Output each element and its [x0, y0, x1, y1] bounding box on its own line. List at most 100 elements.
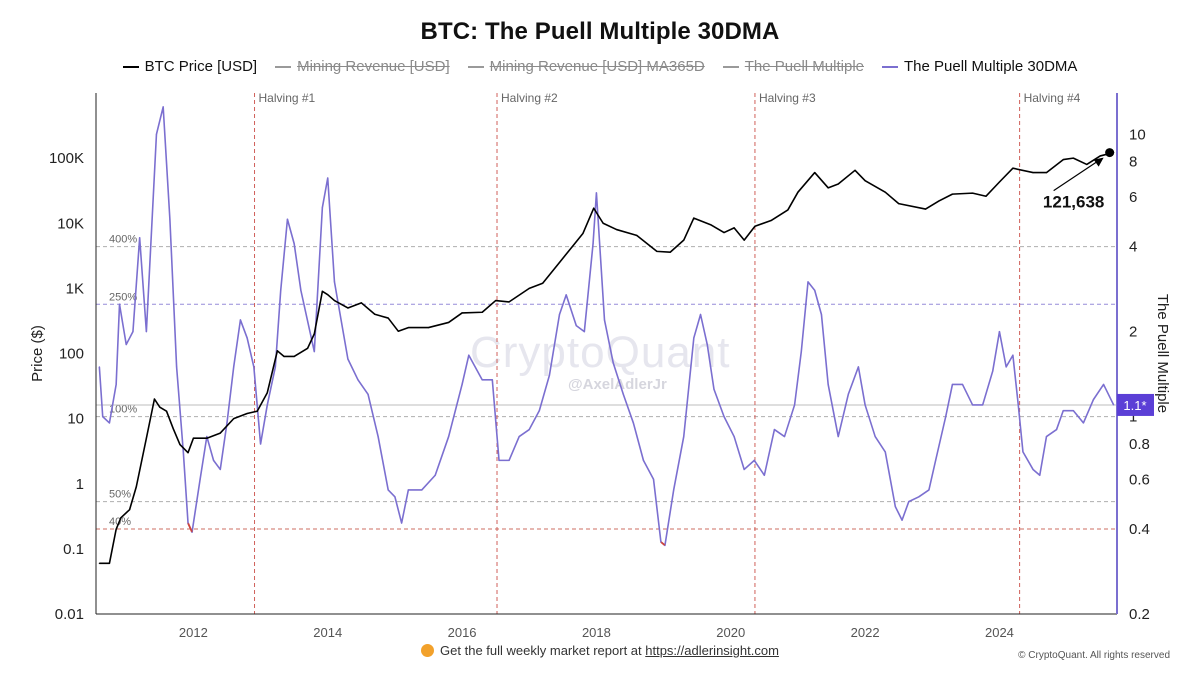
- series-point-puell: [102, 416, 104, 418]
- series-point-btc: [508, 301, 510, 303]
- series-point-puell: [481, 379, 483, 381]
- series-point-puell: [259, 443, 262, 445]
- series-point-btc: [884, 191, 886, 193]
- series-point-puell: [187, 522, 189, 524]
- series-point-btc: [165, 410, 168, 412]
- series-point-puell: [518, 435, 520, 438]
- series-point-btc: [187, 452, 189, 454]
- series-point-puell: [1045, 435, 1048, 438]
- y-right-axis-label: The Puell Multiple: [1154, 294, 1171, 413]
- halving-label: Halving #4: [1024, 91, 1081, 105]
- series-point-puell: [145, 331, 147, 333]
- footer-link[interactable]: https://adlerinsight.com: [645, 643, 779, 658]
- series-point-puell: [874, 435, 876, 438]
- series-point-btc: [1012, 167, 1014, 169]
- x-tick-label: 2014: [313, 625, 342, 640]
- series-point-btc: [693, 217, 695, 219]
- legend-label: BTC Price [USD]: [144, 58, 258, 75]
- series-point-btc: [179, 443, 181, 446]
- series-point-btc: [898, 203, 900, 205]
- series-point-puell: [951, 383, 954, 386]
- series-point-btc: [461, 312, 463, 314]
- series-point-puell: [253, 366, 255, 368]
- legend-swatch-btc-price: [122, 65, 139, 68]
- series-point-puell: [1017, 404, 1019, 406]
- reference-line-label: 400%: [109, 234, 137, 246]
- y-right-tick-label: 2: [1129, 324, 1137, 341]
- series-point-puell: [199, 478, 201, 480]
- series-point-puell: [901, 519, 903, 521]
- series-point-puell: [176, 366, 178, 368]
- series-point-puell: [773, 428, 776, 431]
- series-point-puell: [155, 133, 158, 135]
- x-tick-label: 2018: [582, 625, 611, 640]
- series-point-puell: [1039, 474, 1041, 476]
- series-point-btc: [219, 432, 221, 434]
- series-point-puell: [538, 410, 540, 412]
- series-point-puell: [820, 313, 823, 316]
- reference-line-label: 40%: [109, 516, 131, 528]
- chart-title: BTC: The Puell Multiple 30DMA: [420, 18, 780, 45]
- series-point-btc: [558, 261, 561, 264]
- series-point-btc: [814, 171, 816, 174]
- coin-icon: [421, 644, 435, 657]
- halving-label: Halving #1: [259, 91, 316, 105]
- series-point-puell: [1102, 383, 1105, 386]
- y-right-tick-label: 0.8: [1129, 436, 1150, 453]
- series-point-puell: [434, 474, 436, 476]
- annotation-arrowhead: [1093, 157, 1104, 167]
- y-right-tick-label: 0.4: [1129, 521, 1150, 538]
- series-point-puell: [1005, 366, 1007, 368]
- series-point-btc: [615, 228, 618, 231]
- series-point-puell: [448, 435, 450, 438]
- series-point-puell: [233, 366, 235, 368]
- series-point-puell: [394, 496, 396, 498]
- y-right-tick-label: 8: [1129, 154, 1137, 171]
- series-point-btc: [360, 302, 362, 304]
- x-tick-label: 2012: [179, 625, 208, 640]
- legend-item-mining-revenue-ma365d[interactable]: Mining Revenue [USD] MA365D: [467, 58, 705, 75]
- legend-item-puell-multiple-30dma[interactable]: The Puell Multiple 30DMA: [882, 58, 1077, 75]
- series-point-puell: [622, 393, 624, 395]
- series-point-btc: [374, 313, 376, 315]
- series-point-puell: [1012, 354, 1014, 356]
- series-point-puell: [132, 331, 134, 333]
- series-point-puell: [565, 294, 567, 296]
- x-tick-label: 2016: [448, 625, 477, 640]
- series-point-btc: [327, 294, 329, 296]
- series-point-btc: [743, 239, 745, 241]
- series-point-puell: [347, 358, 349, 360]
- x-tick-label: 2024: [985, 625, 1014, 640]
- series-point-puell: [592, 243, 594, 245]
- series-point-btc: [951, 193, 954, 195]
- series-point-btc: [542, 282, 544, 284]
- series-point-puell: [793, 404, 796, 406]
- series-point-btc: [145, 437, 147, 439]
- series-point-puell: [548, 374, 551, 376]
- series-point-btc: [256, 410, 258, 412]
- series-point-btc: [495, 299, 497, 302]
- footer-text: Get the full weekly market report at: [440, 643, 646, 658]
- series-point-puell: [498, 459, 500, 461]
- series-point-puell: [491, 379, 493, 381]
- y-left-tick-label: 1: [76, 476, 84, 493]
- series-point-btc: [135, 486, 137, 488]
- legend-item-btc-price[interactable]: BTC Price [USD]: [122, 58, 258, 75]
- series-point-btc: [797, 191, 799, 193]
- legend-label: The Puell Multiple: [744, 58, 864, 75]
- series-point-puell: [98, 366, 100, 368]
- series-point-puell: [226, 422, 228, 424]
- legend-label: Mining Revenue [USD]: [297, 58, 450, 75]
- watermark-handle: @AxelAdlerJr: [568, 376, 667, 393]
- legend-item-puell-multiple[interactable]: The Puell Multiple: [722, 58, 864, 75]
- legend-item-mining-revenue[interactable]: Mining Revenue [USD]: [275, 58, 450, 75]
- reference-line-label: 50%: [109, 489, 131, 501]
- series-point-puell: [723, 416, 725, 418]
- series-point-btc: [407, 326, 409, 329]
- series-point-btc: [582, 232, 584, 234]
- series-point-btc: [192, 437, 194, 439]
- series-point-puell: [387, 489, 389, 491]
- series-point-puell: [377, 435, 379, 438]
- series-point-puell: [713, 388, 715, 390]
